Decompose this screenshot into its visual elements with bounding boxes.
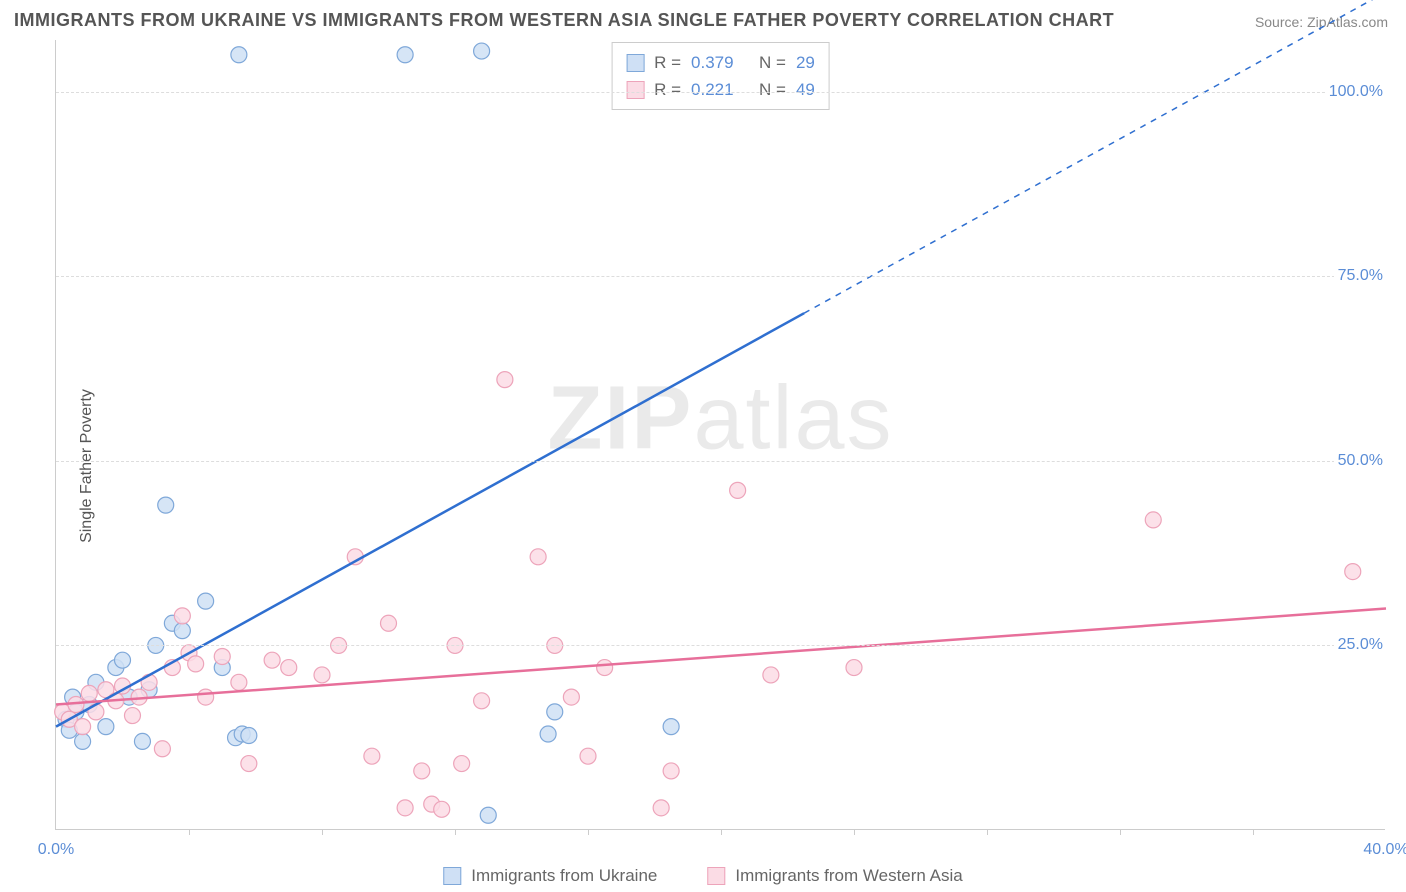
data-point-ukraine xyxy=(663,719,679,735)
x-tick-mark xyxy=(721,829,722,835)
data-point-western_asia xyxy=(75,719,91,735)
data-point-western_asia xyxy=(563,689,579,705)
data-point-western_asia xyxy=(1145,512,1161,528)
data-point-ukraine xyxy=(198,593,214,609)
data-point-western_asia xyxy=(81,685,97,701)
data-point-ukraine xyxy=(174,623,190,639)
data-point-western_asia xyxy=(264,652,280,668)
source-prefix: Source: xyxy=(1255,14,1307,30)
data-point-western_asia xyxy=(763,667,779,683)
data-point-western_asia xyxy=(124,708,140,724)
data-point-western_asia xyxy=(663,763,679,779)
data-point-western_asia xyxy=(231,674,247,690)
data-point-western_asia xyxy=(281,660,297,676)
data-point-western_asia xyxy=(454,756,470,772)
data-point-ukraine xyxy=(241,727,257,743)
data-point-western_asia xyxy=(154,741,170,757)
data-point-western_asia xyxy=(530,549,546,565)
data-point-western_asia xyxy=(846,660,862,676)
legend-swatch-ukraine xyxy=(443,867,461,885)
x-tick-label: 40.0% xyxy=(1363,841,1406,859)
legend-item-ukraine: Immigrants from Ukraine xyxy=(443,866,657,886)
data-point-western_asia xyxy=(730,482,746,498)
gridline xyxy=(56,276,1385,277)
data-point-western_asia xyxy=(241,756,257,772)
y-tick-label: 100.0% xyxy=(1325,83,1387,101)
legend: Immigrants from Ukraine Immigrants from W… xyxy=(443,866,962,886)
data-point-western_asia xyxy=(141,674,157,690)
legend-swatch-western_asia xyxy=(707,867,725,885)
source-link[interactable]: ZipAtlas.com xyxy=(1307,14,1388,30)
x-tick-mark xyxy=(588,829,589,835)
data-point-western_asia xyxy=(381,615,397,631)
data-point-ukraine xyxy=(480,807,496,823)
data-point-western_asia xyxy=(397,800,413,816)
data-point-western_asia xyxy=(434,801,450,817)
legend-label: Immigrants from Ukraine xyxy=(471,866,657,886)
y-tick-label: 50.0% xyxy=(1334,452,1387,470)
x-tick-mark xyxy=(987,829,988,835)
y-tick-label: 75.0% xyxy=(1334,267,1387,285)
data-point-western_asia xyxy=(414,763,430,779)
data-point-ukraine xyxy=(158,497,174,513)
plot-svg xyxy=(56,40,1385,829)
data-point-western_asia xyxy=(1345,564,1361,580)
x-tick-mark xyxy=(1253,829,1254,835)
data-point-western_asia xyxy=(314,667,330,683)
data-point-western_asia xyxy=(653,800,669,816)
data-point-ukraine xyxy=(540,726,556,742)
data-point-ukraine xyxy=(75,733,91,749)
x-tick-mark xyxy=(455,829,456,835)
x-tick-mark xyxy=(322,829,323,835)
x-tick-label: 0.0% xyxy=(38,841,74,859)
gridline xyxy=(56,645,1385,646)
data-point-ukraine xyxy=(547,704,563,720)
gridline xyxy=(56,461,1385,462)
legend-label: Immigrants from Western Asia xyxy=(735,866,962,886)
legend-item-western_asia: Immigrants from Western Asia xyxy=(707,866,962,886)
data-point-ukraine xyxy=(98,719,114,735)
trend-line-western_asia xyxy=(56,609,1386,705)
x-tick-mark xyxy=(854,829,855,835)
data-point-ukraine xyxy=(115,652,131,668)
data-point-western_asia xyxy=(580,748,596,764)
data-point-western_asia xyxy=(188,656,204,672)
data-point-western_asia xyxy=(497,372,513,388)
data-point-western_asia xyxy=(364,748,380,764)
plot-area: ZIPatlas R =0.379N =29R =0.221N =49 25.0… xyxy=(55,40,1385,830)
x-tick-mark xyxy=(1120,829,1121,835)
x-tick-mark xyxy=(189,829,190,835)
data-point-western_asia xyxy=(174,608,190,624)
gridline xyxy=(56,92,1385,93)
data-point-western_asia xyxy=(214,648,230,664)
trend-line-dashed-ukraine xyxy=(804,0,1386,313)
data-point-western_asia xyxy=(198,689,214,705)
y-tick-label: 25.0% xyxy=(1334,636,1387,654)
data-point-ukraine xyxy=(397,47,413,63)
data-point-ukraine xyxy=(474,43,490,59)
data-point-western_asia xyxy=(597,660,613,676)
data-point-ukraine xyxy=(231,47,247,63)
chart-title: IMMIGRANTS FROM UKRAINE VS IMMIGRANTS FR… xyxy=(14,10,1114,31)
data-point-ukraine xyxy=(134,733,150,749)
data-point-western_asia xyxy=(474,693,490,709)
trend-line-ukraine xyxy=(56,313,804,726)
chart-container: Single Father Poverty ZIPatlas R =0.379N… xyxy=(0,40,1406,892)
